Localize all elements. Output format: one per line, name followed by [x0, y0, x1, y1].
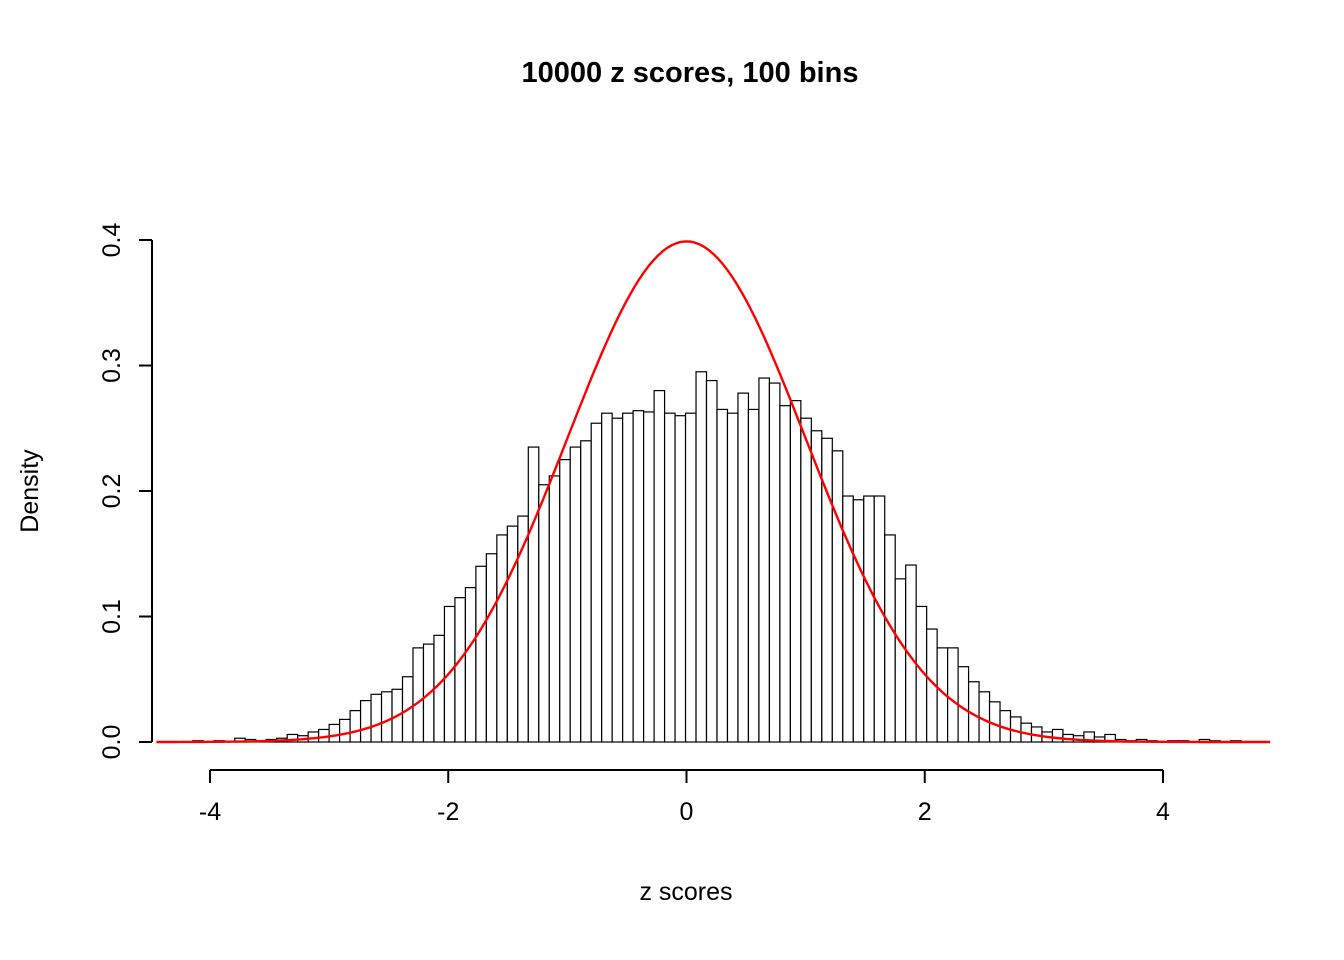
histogram-bar: [737, 392, 750, 743]
x-axis-title: z scores: [639, 878, 732, 906]
histogram-bar: [339, 718, 351, 743]
histogram-bar: [370, 693, 383, 743]
histogram-bar: [684, 412, 697, 743]
y-tick-label: 0.1: [98, 599, 126, 634]
histogram-bar: [590, 422, 603, 743]
histogram-bar: [831, 450, 844, 743]
x-tick-label: 4: [1156, 798, 1170, 826]
histogram-bar: [1051, 728, 1064, 743]
histogram-bar: [768, 382, 781, 743]
histogram-bar: [569, 446, 582, 743]
histogram-bar: [359, 699, 372, 743]
histogram-bar: [580, 440, 592, 743]
histogram-bar: [517, 515, 529, 743]
histogram-bar: [601, 412, 613, 743]
histogram-bar: [852, 499, 865, 743]
histogram-bar: [758, 377, 771, 743]
histogram-bar: [957, 666, 970, 743]
y-tick-label: 0.3: [98, 348, 126, 383]
histogram-bar: [863, 495, 875, 743]
histogram-bar: [559, 459, 571, 743]
histogram-bar: [328, 723, 341, 743]
histogram-bar: [643, 411, 655, 743]
y-tick-label: 0.0: [98, 725, 126, 760]
histogram-bar: [695, 371, 708, 743]
histogram-bar: [632, 410, 645, 743]
histogram-bar: [506, 525, 519, 743]
histogram-bar: [548, 475, 561, 743]
x-tick-label: 0: [680, 798, 694, 826]
histogram-bar: [789, 400, 802, 743]
histogram-bar: [663, 412, 676, 743]
x-tick-label: -4: [199, 798, 221, 826]
histogram-bar: [747, 408, 760, 743]
histogram-bar: [779, 405, 791, 743]
histogram-bar: [349, 710, 362, 743]
y-axis-title: Density: [16, 449, 44, 533]
histogram-bar: [674, 415, 687, 743]
histogram-bar: [412, 647, 425, 743]
histogram-bar: [454, 597, 467, 743]
histogram-bar: [726, 412, 739, 743]
histogram-bar: [894, 578, 907, 743]
histogram-bar: [873, 495, 886, 743]
histogram-bar: [527, 446, 540, 743]
chart-title: 10000 z scores, 100 bins: [522, 57, 859, 89]
y-tick-label: 0.4: [98, 223, 126, 258]
histogram-bar: [947, 647, 959, 743]
histogram-bar: [538, 484, 550, 743]
histogram-bar: [622, 412, 634, 743]
histogram-bar: [464, 587, 477, 743]
x-tick-label: -2: [437, 798, 459, 826]
histogram-bar: [380, 691, 393, 743]
histogram-bar: [496, 534, 508, 743]
histogram-bars: [192, 371, 1242, 743]
histogram-bar: [705, 379, 718, 743]
histogram-bar: [800, 417, 812, 743]
normal-curve: [156, 240, 1271, 744]
histogram-bar: [475, 565, 487, 743]
histogram-bar: [653, 390, 666, 743]
histogram-bar: [485, 553, 498, 743]
histogram-bar: [884, 534, 896, 743]
y-tick-label: 0.2: [98, 474, 126, 509]
x-tick-label: 2: [918, 798, 932, 826]
histogram-bar: [716, 408, 729, 743]
histogram-bar: [611, 417, 624, 743]
